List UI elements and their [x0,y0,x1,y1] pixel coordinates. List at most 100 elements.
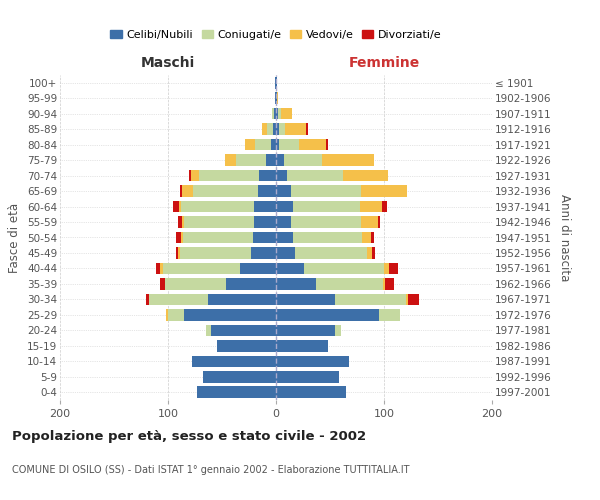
Bar [361,216,377,228]
Text: Popolazione per età, sesso e stato civile - 2002: Popolazione per età, sesso e stato civil… [12,430,366,443]
Bar [271,139,276,150]
Bar [291,216,361,228]
Bar [335,294,406,305]
Bar [275,77,276,88]
Bar [184,216,254,228]
Bar [160,262,163,274]
Bar [316,278,383,289]
Bar [180,247,251,259]
Bar [281,108,292,120]
Bar [279,139,299,150]
Bar [181,232,183,243]
Bar [184,309,276,320]
Bar [306,124,308,135]
Bar [206,324,211,336]
Bar [272,108,274,120]
Bar [259,170,276,181]
Bar [361,186,407,197]
Bar [251,247,276,259]
Text: COMUNE DI OSILO (SS) - Dati ISTAT 1° gennaio 2002 - Elaborazione TUTTITALIA.IT: COMUNE DI OSILO (SS) - Dati ISTAT 1° gen… [12,465,409,475]
Bar [276,340,328,351]
Bar [266,154,276,166]
Bar [299,139,326,150]
Bar [276,262,304,274]
Bar [160,278,165,289]
Legend: Celibi/Nubili, Coniugati/e, Vedovi/e, Divorziati/e: Celibi/Nubili, Coniugati/e, Vedovi/e, Di… [106,26,446,44]
Bar [293,200,360,212]
Bar [371,232,374,243]
Bar [276,216,291,228]
Bar [226,278,276,289]
Bar [276,154,284,166]
Bar [276,108,278,120]
Bar [276,186,291,197]
Bar [192,356,276,367]
Bar [182,186,193,197]
Bar [276,386,346,398]
Bar [146,294,149,305]
Bar [253,232,276,243]
Bar [268,124,273,135]
Bar [173,200,179,212]
Bar [166,309,168,320]
Bar [276,77,277,88]
Bar [279,124,284,135]
Bar [276,124,279,135]
Bar [156,262,160,274]
Bar [257,186,276,197]
Bar [284,154,322,166]
Bar [168,309,184,320]
Bar [389,262,398,274]
Bar [276,371,338,382]
Bar [360,200,382,212]
Bar [163,262,241,274]
Bar [277,92,278,104]
Bar [276,324,335,336]
Text: Maschi: Maschi [141,56,195,70]
Bar [176,232,181,243]
Bar [183,232,253,243]
Bar [149,294,208,305]
Bar [295,247,367,259]
Bar [273,124,276,135]
Bar [379,309,400,320]
Bar [254,200,276,212]
Bar [225,154,236,166]
Bar [322,154,374,166]
Bar [178,216,182,228]
Bar [180,186,182,197]
Y-axis label: Anni di nascita: Anni di nascita [558,194,571,281]
Bar [182,216,184,228]
Bar [367,247,372,259]
Bar [276,294,335,305]
Bar [181,200,254,212]
Bar [203,371,276,382]
Bar [276,309,379,320]
Bar [188,170,191,181]
Bar [176,247,178,259]
Bar [278,108,281,120]
Bar [385,278,394,289]
Bar [304,262,384,274]
Bar [383,278,385,289]
Bar [199,170,259,181]
Bar [343,170,388,181]
Bar [382,200,387,212]
Bar [275,92,276,104]
Bar [408,294,419,305]
Bar [276,92,277,104]
Bar [276,356,349,367]
Bar [179,200,181,212]
Bar [291,186,361,197]
Bar [178,247,180,259]
Bar [211,324,276,336]
Bar [276,247,295,259]
Bar [377,216,380,228]
Bar [276,232,293,243]
Bar [293,232,362,243]
Text: Femmine: Femmine [349,56,419,70]
Bar [197,386,276,398]
Y-axis label: Fasce di età: Fasce di età [8,202,22,272]
Bar [208,294,276,305]
Bar [262,124,268,135]
